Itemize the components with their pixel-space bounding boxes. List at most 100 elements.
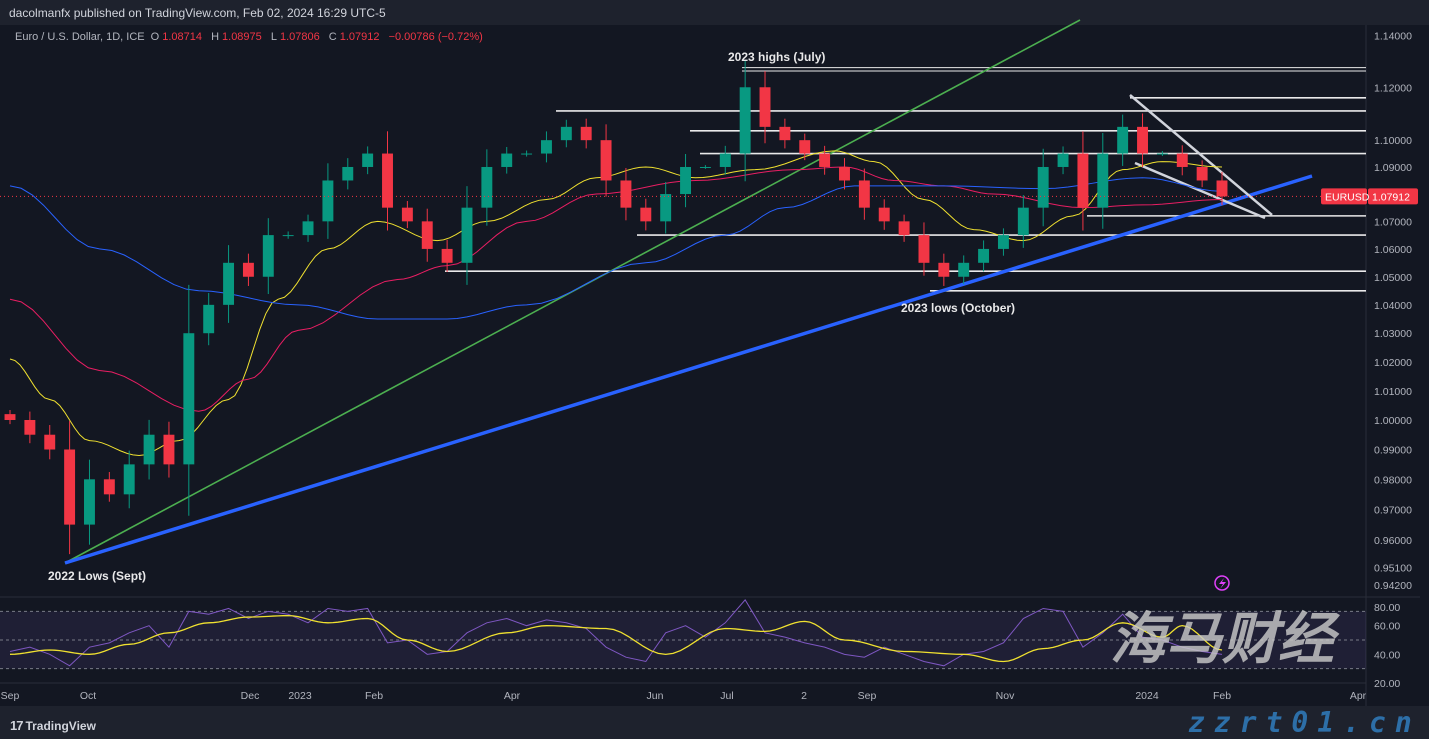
time-tick-label: Feb: [365, 690, 383, 702]
symbol-description: Euro / U.S. Dollar, 1D, ICE: [15, 31, 145, 43]
candle-body: [1037, 166, 1049, 208]
close-value: 1.07912: [339, 31, 380, 43]
candle: [799, 133, 811, 161]
candle: [560, 119, 572, 148]
candle-body: [1176, 153, 1188, 167]
candle: [282, 231, 294, 239]
annotation-2023-highs: 2023 highs (July): [728, 50, 826, 64]
price-tick-label: 1.03000: [1374, 328, 1412, 340]
candle-body: [501, 153, 513, 167]
candle: [1097, 132, 1109, 229]
price-tick-label: 1.09000: [1374, 162, 1412, 174]
candle: [779, 118, 791, 149]
rsi-line: [9, 599, 1223, 667]
price-tick-label: 1.05000: [1374, 272, 1412, 284]
candle: [302, 214, 314, 242]
watermark-chinese: 海马财经: [1110, 607, 1334, 672]
price-pane: [0, 25, 1366, 597]
time-tick-label: 2023: [288, 690, 312, 702]
footer-bar: 17 TradingView: [0, 706, 1429, 739]
high-value: 1.08975: [222, 31, 262, 43]
price-tick-label: 0.95100: [1374, 563, 1412, 575]
candle: [163, 421, 175, 478]
low-value: 1.07806: [279, 31, 320, 43]
candle: [64, 420, 76, 555]
candle-body: [799, 140, 811, 154]
time-tick-label: Sep: [1, 690, 20, 702]
candle-body: [858, 180, 870, 208]
candle: [123, 450, 135, 509]
candle: [183, 284, 195, 516]
candle-body: [580, 126, 592, 141]
candle-body: [163, 434, 175, 465]
candle: [242, 253, 254, 286]
candle-body: [242, 262, 254, 277]
time-tick-label: Dec: [241, 690, 260, 702]
candle-body: [898, 221, 910, 236]
candle: [322, 163, 334, 239]
candle-body: [779, 126, 791, 141]
candle-body: [461, 207, 473, 263]
candle: [24, 411, 36, 444]
candle-body: [699, 166, 711, 168]
symbol-badge-label: EURUSD: [1325, 191, 1370, 203]
candle: [203, 293, 215, 346]
candle: [401, 200, 413, 229]
candle-body: [1156, 153, 1168, 155]
time-tick-label: Feb: [1213, 690, 1231, 702]
price-tick-label: 1.10000: [1374, 135, 1412, 147]
time-tick-label: Apr: [504, 690, 521, 702]
candle: [1216, 171, 1228, 206]
candle: [600, 124, 612, 197]
candle: [580, 118, 592, 149]
candle-body: [938, 262, 950, 277]
candle: [699, 165, 711, 169]
candle-body: [739, 87, 751, 154]
change-value: −0.00786 (−0.72%): [388, 31, 483, 43]
candle: [898, 214, 910, 242]
candle-body: [878, 207, 890, 222]
close-label: C: [328, 31, 337, 43]
tradingview-logo-text: TradingView: [25, 719, 96, 733]
candle: [878, 199, 890, 230]
candle-body: [839, 166, 850, 181]
price-tick-label: 1.01000: [1374, 386, 1412, 398]
tradingview-logo[interactable]: 17 TradingView: [10, 718, 96, 733]
candle: [1117, 114, 1129, 166]
candle-body: [819, 153, 831, 167]
candle-body: [24, 420, 36, 435]
candle-body: [4, 414, 16, 420]
rsi-tick-label: 60.00: [1374, 621, 1400, 633]
candle-body: [1017, 207, 1029, 236]
time-tick-label: Apr: [1350, 690, 1367, 702]
candle: [660, 182, 672, 234]
candle-body: [223, 262, 235, 305]
candle: [958, 255, 970, 285]
candle: [739, 60, 751, 182]
candle: [918, 222, 930, 276]
time-tick-label: Sep: [858, 690, 877, 702]
candle-body: [382, 153, 393, 208]
price-tick-label: 0.94200: [1374, 580, 1412, 592]
candle: [978, 240, 990, 272]
candle: [501, 146, 513, 174]
time-tick-label: Jun: [647, 690, 664, 702]
candle: [1017, 195, 1029, 248]
candle-body: [1077, 153, 1089, 208]
candle: [540, 131, 552, 163]
price-badge: [1368, 188, 1418, 205]
candle-body: [421, 221, 433, 249]
price-tick-label: 1.02000: [1374, 357, 1412, 369]
candle: [1077, 131, 1089, 231]
candle-body: [620, 180, 632, 208]
candle-body: [918, 235, 930, 263]
candle-body: [203, 304, 215, 334]
open-label: O: [150, 31, 160, 43]
candle-body: [660, 194, 672, 222]
candle: [441, 239, 453, 272]
candle-body: [560, 126, 572, 141]
candle: [143, 419, 155, 480]
candle: [997, 228, 1009, 256]
lightning-icon[interactable]: [1214, 575, 1230, 591]
